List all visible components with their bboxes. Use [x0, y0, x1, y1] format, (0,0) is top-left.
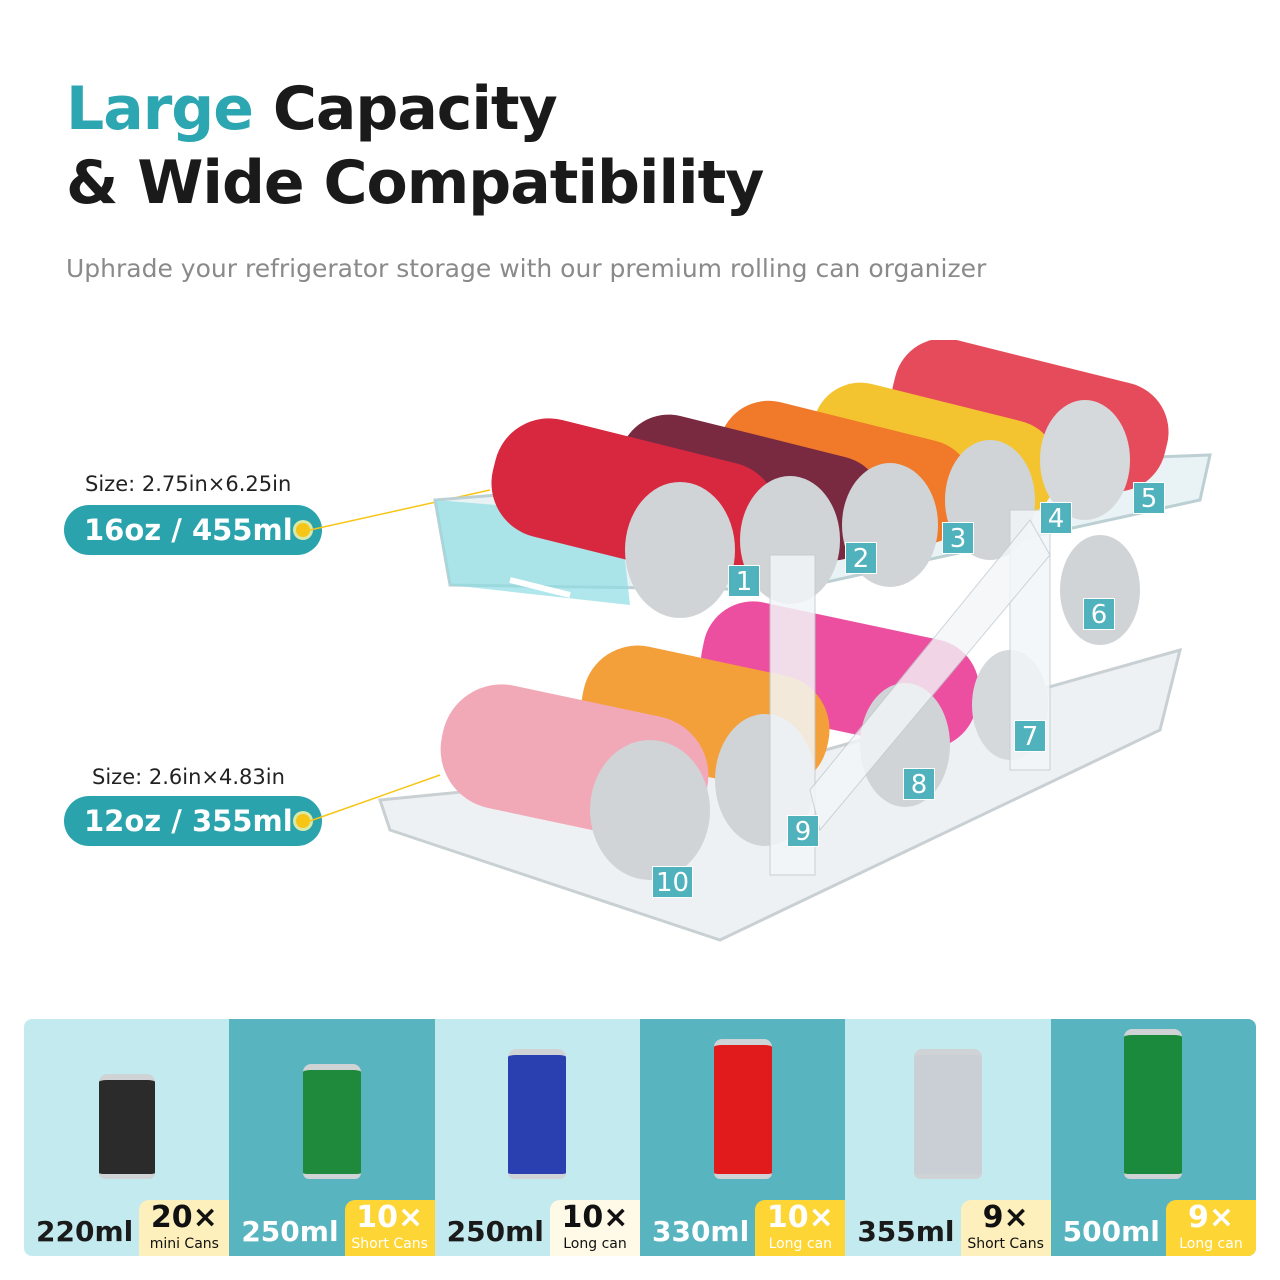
count: 20× — [150, 1200, 218, 1235]
callout-dot — [296, 523, 310, 537]
compat-item: 330ml 10× Long can — [639, 1019, 846, 1256]
callout-dot — [296, 814, 310, 828]
count-badge: 10× Long can — [755, 1200, 846, 1256]
page-title: Large Capacity & Wide Compatibility — [66, 74, 764, 218]
compat-item: 355ml 9× Short Cans — [845, 1019, 1051, 1256]
count: 9× — [1187, 1200, 1234, 1235]
count-badge: 10× Short Cans — [344, 1200, 435, 1256]
can-organizer-image — [377, 340, 1212, 942]
slot-number-1: 1 — [728, 565, 760, 597]
can-type: Long can — [563, 1236, 627, 1252]
can-type: Short Cans — [351, 1236, 428, 1252]
compat-item: 250ml 10× Long can — [434, 1019, 640, 1256]
can-image — [713, 1039, 772, 1179]
top-capacity-pill: 16oz / 455ml — [64, 505, 322, 555]
count-badge: 9× Short Cans — [960, 1200, 1051, 1256]
compatibility-panel: 220ml 20× mini Cans 250ml 10× Short Cans… — [24, 1019, 1256, 1256]
can-image — [508, 1049, 567, 1179]
subtitle: Uphrade your refrigerator storage with o… — [66, 254, 987, 283]
slot-number-2: 2 — [845, 542, 877, 574]
bottom-size-label: Size: 2.6in×4.83in — [92, 765, 285, 789]
can-image — [98, 1074, 155, 1179]
compat-item: 500ml 9× Long can — [1050, 1019, 1256, 1256]
slot-number-6: 6 — [1083, 598, 1115, 630]
count-badge: 10× Long can — [549, 1200, 640, 1256]
can-type: Long can — [1179, 1236, 1243, 1252]
volume-label: 250ml — [241, 1215, 339, 1248]
compat-item: 220ml 20× mini Cans — [24, 1019, 230, 1256]
count: 9× — [982, 1200, 1029, 1235]
count: 10× — [356, 1200, 424, 1235]
can-image — [913, 1049, 982, 1179]
slot-number-3: 3 — [942, 522, 974, 554]
slot-number-7: 7 — [1014, 720, 1046, 752]
bottom-capacity-pill: 12oz / 355ml — [64, 796, 322, 846]
volume-label: 500ml — [1062, 1215, 1160, 1248]
can-image — [302, 1064, 361, 1179]
count-badge: 20× mini Cans — [139, 1200, 230, 1256]
can-type: Short Cans — [967, 1236, 1044, 1252]
can-type: mini Cans — [149, 1236, 219, 1252]
slot-number-9: 9 — [787, 815, 819, 847]
volume-label: 250ml — [446, 1215, 544, 1248]
slot-number-4: 4 — [1040, 502, 1072, 534]
can-image — [1124, 1029, 1183, 1179]
count-badge: 9× Long can — [1165, 1200, 1256, 1256]
slot-number-8: 8 — [903, 768, 935, 800]
slot-number-5: 5 — [1133, 482, 1165, 514]
volume-label: 330ml — [651, 1215, 750, 1248]
top-size-label: Size: 2.75in×6.25in — [85, 472, 292, 496]
compat-item: 250ml 10× Short Cans — [229, 1019, 435, 1256]
volume-label: 355ml — [857, 1215, 955, 1248]
slot-number-10: 10 — [652, 866, 694, 898]
count: 10× — [561, 1200, 629, 1235]
count: 10× — [766, 1200, 834, 1235]
can-type: Long can — [768, 1236, 833, 1252]
volume-label: 220ml — [36, 1215, 134, 1248]
